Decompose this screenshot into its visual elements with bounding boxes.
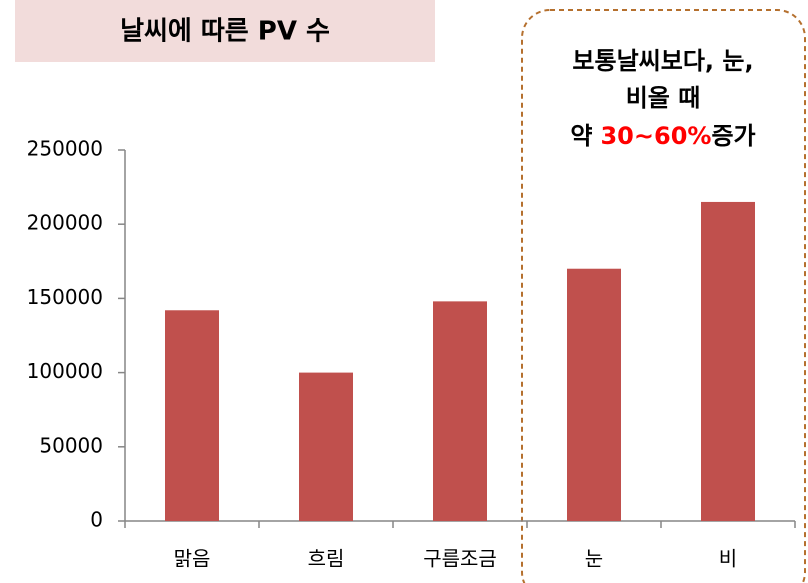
bar	[567, 268, 621, 521]
title-box	[15, 0, 435, 62]
annotation-highlight: 30~60%	[600, 122, 711, 150]
chart-title: 날씨에 따른 PV 수	[120, 17, 330, 47]
annotation-text: 증가	[711, 122, 755, 150]
bar	[299, 372, 353, 521]
y-tick-label: 150000	[27, 285, 103, 309]
y-tick-label: 100000	[27, 359, 103, 383]
y-tick-label: 0	[90, 508, 103, 532]
x-tick-label: 구름조금	[423, 547, 497, 571]
annotation-text: 약	[570, 122, 592, 150]
x-tick-label: 맑음	[174, 547, 211, 571]
annotation-line: 보통날씨보다, 눈,	[572, 47, 753, 75]
y-tick-label: 250000	[27, 137, 103, 161]
bar	[701, 201, 755, 521]
x-tick-label: 비	[719, 547, 737, 571]
annotation-line: 약 30~60%증가	[570, 122, 755, 150]
annotation-line: 비올 때	[626, 84, 701, 112]
y-tick-label: 50000	[39, 433, 103, 457]
x-tick-label: 흐림	[308, 547, 345, 571]
bar	[433, 301, 487, 521]
annotation-box	[521, 9, 806, 583]
y-tick-label: 200000	[27, 211, 103, 235]
bar	[165, 310, 219, 521]
x-tick-label: 눈	[585, 547, 603, 571]
